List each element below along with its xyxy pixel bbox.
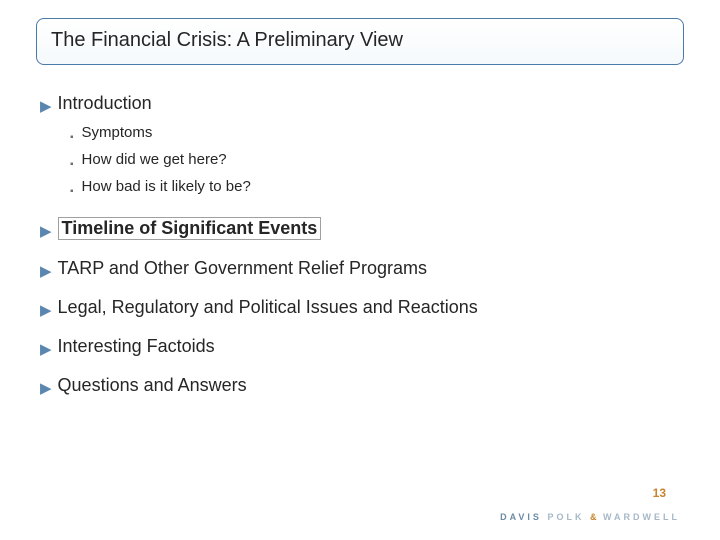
- sub-label: Symptoms: [82, 124, 153, 141]
- outline-item-qa: ▶ Questions and Answers: [40, 375, 684, 396]
- arrow-icon: ▶: [40, 264, 52, 279]
- sub-label: How did we get here?: [82, 151, 227, 168]
- logo-part: POLK: [547, 512, 584, 522]
- outline-item-tarp: ▶ TARP and Other Government Relief Progr…: [40, 258, 684, 279]
- bullet-icon: ▪: [70, 133, 74, 143]
- logo-part: DAVIS: [500, 512, 542, 522]
- outline-label: Timeline of Significant Events: [58, 217, 322, 240]
- outline-item-legal: ▶ Legal, Regulatory and Political Issues…: [40, 297, 684, 318]
- logo-part: WARDWELL: [603, 512, 680, 522]
- title-box: The Financial Crisis: A Preliminary View: [36, 18, 684, 65]
- slide: The Financial Crisis: A Preliminary View…: [0, 0, 720, 540]
- bullet-icon: ▪: [70, 187, 74, 197]
- outline-label: Questions and Answers: [58, 375, 247, 396]
- outline-item-timeline: ▶ Timeline of Significant Events: [40, 217, 684, 240]
- outline-label: TARP and Other Government Relief Program…: [58, 258, 427, 279]
- arrow-icon: ▶: [40, 99, 52, 114]
- outline-label: Interesting Factoids: [58, 336, 215, 357]
- logo-amp: &: [590, 512, 598, 522]
- sub-label: How bad is it likely to be?: [82, 178, 251, 195]
- sub-item: ▪ Symptoms: [70, 124, 684, 141]
- slide-title: The Financial Crisis: A Preliminary View: [51, 29, 669, 52]
- arrow-icon: ▶: [40, 381, 52, 396]
- bullet-icon: ▪: [70, 160, 74, 170]
- arrow-icon: ▶: [40, 224, 52, 239]
- sub-list-introduction: ▪ Symptoms ▪ How did we get here? ▪ How …: [70, 124, 684, 195]
- outline-label: Legal, Regulatory and Political Issues a…: [58, 297, 478, 318]
- sub-item: ▪ How bad is it likely to be?: [70, 178, 684, 195]
- content-body: ▶ Introduction ▪ Symptoms ▪ How did we g…: [36, 93, 684, 396]
- footer-logo: DAVIS POLK & WARDWELL: [500, 512, 680, 522]
- page-number: 13: [653, 486, 666, 500]
- outline-item-factoids: ▶ Interesting Factoids: [40, 336, 684, 357]
- outline-item-introduction: ▶ Introduction: [40, 93, 684, 114]
- outline-label: Introduction: [58, 93, 152, 114]
- arrow-icon: ▶: [40, 303, 52, 318]
- arrow-icon: ▶: [40, 342, 52, 357]
- sub-item: ▪ How did we get here?: [70, 151, 684, 168]
